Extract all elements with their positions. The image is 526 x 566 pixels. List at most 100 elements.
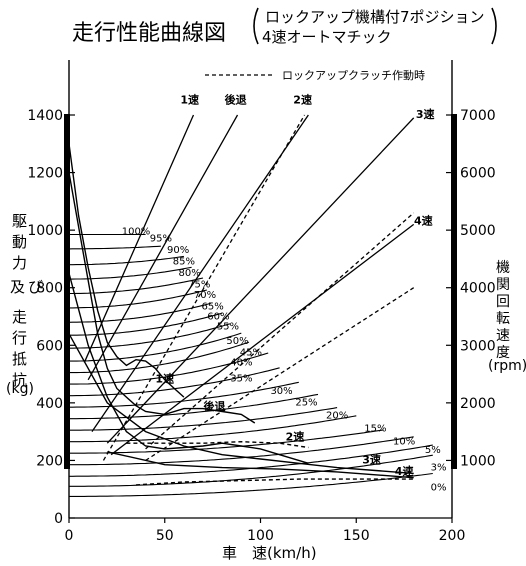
y-tick-label-left: 400: [36, 396, 63, 412]
resistance-curve-80%: [69, 277, 204, 295]
y-tick-label-right: 1000: [460, 453, 496, 469]
y-axis-left-label-char: 行: [12, 329, 27, 347]
y-tick-label-right: 6000: [460, 166, 496, 182]
resistance-curve-25%: [69, 407, 338, 431]
subtitle-bracket-right: [491, 7, 497, 45]
resistance-curve-20%: [69, 415, 357, 443]
y-axis-right-label-char: 関: [496, 277, 510, 293]
y-tick-label-left: 1400: [27, 108, 63, 124]
y-axis-left-label-char: び: [28, 278, 43, 296]
traction-label: 3速: [362, 452, 381, 466]
resistance-label: 75%: [188, 280, 210, 291]
resistance-curve-65%: [69, 312, 223, 336]
y-axis-left-label-char: 力: [12, 254, 27, 272]
axis-ticks: [68, 114, 453, 523]
resistance-curve-85%: [69, 266, 192, 280]
resistance-curve-30%: [69, 393, 319, 420]
resistance-label: 80%: [179, 268, 201, 279]
y-tick-label-right: 3000: [460, 338, 496, 354]
subtitle-bracket-left: [253, 7, 259, 45]
resistance-curve-60%: [69, 323, 231, 349]
resistance-label: 5%: [425, 445, 441, 456]
traction-curve-3速: [68, 333, 414, 475]
resistance-label: 0%: [431, 483, 447, 494]
y-axis-left-unit: (kg): [6, 381, 34, 397]
x-axis-label: 車 速(km/h): [222, 544, 317, 562]
y-axis-left-label-char: 抵: [12, 350, 27, 368]
resistance-label: 25%: [295, 398, 317, 409]
rpm-line-label: 3速: [416, 107, 435, 121]
resistance-label: 45%: [240, 347, 262, 358]
resistance-label: 20%: [326, 411, 348, 422]
x-tick-label: 0: [65, 528, 74, 544]
rpm-line-4速: [110, 223, 415, 456]
traction-curve-後退: [68, 172, 256, 424]
resistance-label: 50%: [226, 336, 248, 347]
y-tick-label-left: 800: [36, 281, 63, 297]
resistance-label: 70%: [194, 290, 216, 301]
rpm-line-2速-dashed: [102, 114, 306, 461]
tick-labels: 0200400600800100012001400100020003000400…: [27, 108, 495, 544]
resistance-label: 55%: [217, 321, 239, 332]
resistance-label: 85%: [173, 257, 195, 268]
chart-series: [68, 114, 433, 497]
resistance-curve-15%: [69, 429, 384, 454]
resistance-label: 3%: [431, 463, 447, 474]
resistance-label: 65%: [202, 301, 224, 312]
y-tick-label-right: 4000: [460, 281, 496, 297]
rpm-line-label: 4速: [414, 213, 433, 227]
y-axis-right-unit: (rpm): [488, 358, 526, 374]
traction-curve-1速: [68, 143, 185, 398]
traction-label: 後退: [204, 399, 226, 413]
y-axis-left-label-char: 抗: [12, 371, 27, 389]
y-axis-left-label-char: 動: [12, 233, 27, 251]
x-tick-label: 100: [247, 528, 274, 544]
chart-labels: 1速 後退 2速3速4速100%95%90%85%80%75%70%65%60%55…: [122, 92, 447, 493]
y-tick-label-left: 200: [36, 453, 63, 469]
chart-subtitle-line1: ロックアップ機構付7ポジション: [265, 8, 485, 26]
legend-dashed-label: ロックアップクラッチ作動時: [282, 68, 425, 82]
resistance-curve-0%: [69, 472, 433, 497]
y-tick-label-right: 2000: [460, 396, 496, 412]
resistance-curve-55%: [69, 332, 242, 362]
traction-curve-2速-dashed: [126, 440, 309, 449]
y-tick-label-right: 5000: [460, 223, 496, 239]
x-tick-label: 50: [156, 528, 174, 544]
resistance-curve-10%: [69, 436, 414, 466]
resistance-label: 10%: [393, 437, 415, 448]
rpm-line-3速: [106, 117, 415, 444]
traction-curve-2速: [68, 273, 309, 464]
y-tick-label-left: 1200: [27, 166, 63, 182]
y-tick-label-right: 7000: [460, 108, 496, 124]
y-axis-left-label-char: 駆: [12, 212, 27, 230]
resistance-label: 35%: [230, 373, 252, 384]
y-axis-right-label-char: 度: [496, 345, 510, 361]
y-axis-left-label-char: 走: [12, 308, 27, 326]
resistance-label: 100%: [122, 226, 151, 237]
traction-label: 4速: [395, 464, 414, 478]
traction-curve-4速-dashed: [135, 478, 414, 486]
x-tick-label: 200: [439, 528, 466, 544]
y-tick-label-left: 1000: [27, 223, 63, 239]
left-axis-bar: [64, 114, 70, 469]
rpm-line-label: 2速: [293, 92, 312, 106]
y-axis-right-label-char: 回: [496, 294, 510, 310]
rpm-line-2速: [91, 114, 309, 433]
right-axis-bar: [451, 114, 457, 469]
y-tick-label-left: 0: [54, 511, 63, 527]
resistance-label: 60%: [207, 311, 229, 322]
rpm-line-label: 1速: [180, 92, 199, 106]
rpm-line-1速: [83, 114, 195, 363]
chart-subtitle-line2: 4速オートマチック: [262, 28, 392, 46]
y-axis-right-label-char: 転: [496, 311, 510, 327]
resistance-curve-50%: [69, 341, 250, 374]
rpm-line-label: 後退: [225, 92, 247, 106]
y-axis-left-label-char: 及: [10, 278, 25, 296]
resistance-label: 15%: [364, 424, 386, 435]
y-axis-right-label-char: 速: [496, 328, 510, 344]
resistance-label: 90%: [167, 245, 189, 256]
chart-title: 走行性能曲線図: [72, 21, 226, 46]
